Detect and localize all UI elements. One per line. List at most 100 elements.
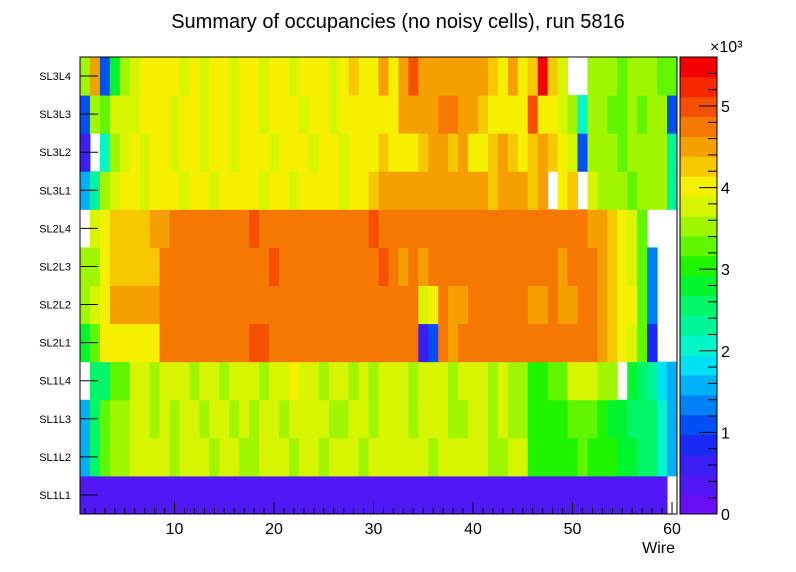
heatmap-cell [139, 285, 151, 325]
heatmap-cell [537, 399, 549, 439]
heatmap-cell [249, 95, 260, 134]
heatmap-cell [298, 247, 310, 286]
colorbar-segment [680, 156, 717, 177]
heatmap-cell [358, 209, 370, 248]
heatmap-cell [547, 399, 559, 439]
heatmap-cell [249, 209, 260, 248]
heatmap-cell [647, 323, 658, 363]
heatmap-cell [587, 57, 598, 96]
heatmap-cell [119, 57, 131, 96]
y-tick-label: SL1L1 [39, 490, 71, 502]
heatmap-cell [279, 475, 290, 515]
heatmap-cell [179, 57, 190, 96]
heatmap-cell [607, 209, 618, 248]
heatmap-cell [139, 171, 151, 210]
heatmap-cell [438, 133, 449, 172]
heatmap-cell [398, 57, 409, 96]
heatmap-cell [139, 437, 151, 477]
heatmap-cell [368, 399, 379, 439]
heatmap-cell [189, 57, 200, 96]
heatmap-cell [229, 285, 240, 325]
heatmap-cell [478, 323, 489, 363]
heatmap-cell [298, 361, 310, 401]
heatmap-cell [318, 95, 330, 134]
heatmap-cell [318, 361, 330, 401]
heatmap-cell [617, 247, 628, 286]
heatmap-cell [547, 57, 559, 96]
heatmap-cell [448, 437, 459, 477]
heatmap-cell [388, 95, 399, 134]
heatmap-cell [647, 399, 658, 439]
heatmap-cell [259, 475, 270, 515]
heatmap-cell [597, 361, 608, 401]
heatmap-cell [239, 171, 250, 210]
heatmap-cell [219, 399, 230, 439]
heatmap-cell [189, 323, 200, 363]
heatmap-cell [209, 285, 220, 325]
heatmap-cell [478, 475, 489, 515]
heatmap-cell [438, 475, 449, 515]
heatmap-cell [617, 285, 628, 325]
heatmap-cell [587, 209, 598, 248]
heatmap-cell [587, 437, 598, 477]
heatmap-cell [627, 475, 638, 515]
y-tick-label: SL3L1 [39, 185, 71, 197]
heatmap-cell [458, 361, 469, 401]
heatmap-cell [547, 209, 559, 248]
heatmap-cell [487, 437, 499, 477]
heatmap-cell [458, 437, 469, 477]
heatmap-cell [557, 475, 569, 515]
heatmap-cell [298, 209, 310, 248]
heatmap-cell [617, 133, 628, 172]
heatmap-cell [139, 247, 151, 286]
x-tick-label: 20 [265, 521, 283, 538]
heatmap-cell [159, 475, 171, 515]
heatmap-cell [577, 437, 588, 477]
heatmap-cell [358, 247, 370, 286]
heatmap-cell [527, 475, 539, 515]
heatmap-cell [239, 323, 250, 363]
heatmap-cell [607, 171, 618, 210]
heatmap-cell [129, 247, 141, 286]
heatmap-cell [398, 285, 409, 325]
heatmap-cell [348, 475, 360, 515]
heatmap-cell [269, 133, 280, 172]
heatmap-cell [269, 361, 280, 401]
heatmap-cell [428, 133, 439, 172]
heatmap-cell [129, 95, 141, 134]
colorbar-segment [680, 196, 717, 217]
heatmap-cell [119, 133, 131, 172]
colorbar: 0 1 2 3 4 5 [679, 56, 730, 524]
heatmap-cell [328, 361, 340, 401]
heatmap-cell [428, 323, 439, 363]
heatmap-cell [358, 323, 370, 363]
heatmap-cell [219, 133, 230, 172]
heatmap-cell [149, 323, 161, 363]
heatmap-cell [418, 247, 429, 286]
heatmap-cell [458, 209, 469, 248]
heatmap-cell [119, 95, 131, 134]
heatmap-cell [288, 247, 300, 286]
colorbar-segment [680, 136, 717, 157]
heatmap-cell [219, 437, 230, 477]
heatmap-cell [139, 95, 151, 134]
heatmap-cell [418, 399, 429, 439]
colorbar-tick-label: 3 [721, 262, 730, 279]
heatmap-cell [657, 361, 668, 401]
heatmap-cell [269, 95, 280, 134]
heatmap-cell [338, 209, 350, 248]
heatmap-cell [298, 171, 310, 210]
heatmap-cell [308, 209, 320, 248]
heatmap-cell [517, 247, 529, 286]
heatmap-cell [239, 57, 250, 96]
heatmap-cell [348, 399, 360, 439]
heatmap-cell [249, 133, 260, 172]
heatmap-cell [249, 475, 260, 515]
heatmap-cell [567, 171, 578, 210]
y-tick-label: SL3L3 [39, 109, 71, 121]
heatmap-cell [507, 95, 519, 134]
heatmap-cell [537, 133, 549, 172]
heatmap-cell [169, 437, 180, 477]
colorbar-segment [680, 394, 717, 416]
heatmap-cell [259, 247, 270, 286]
